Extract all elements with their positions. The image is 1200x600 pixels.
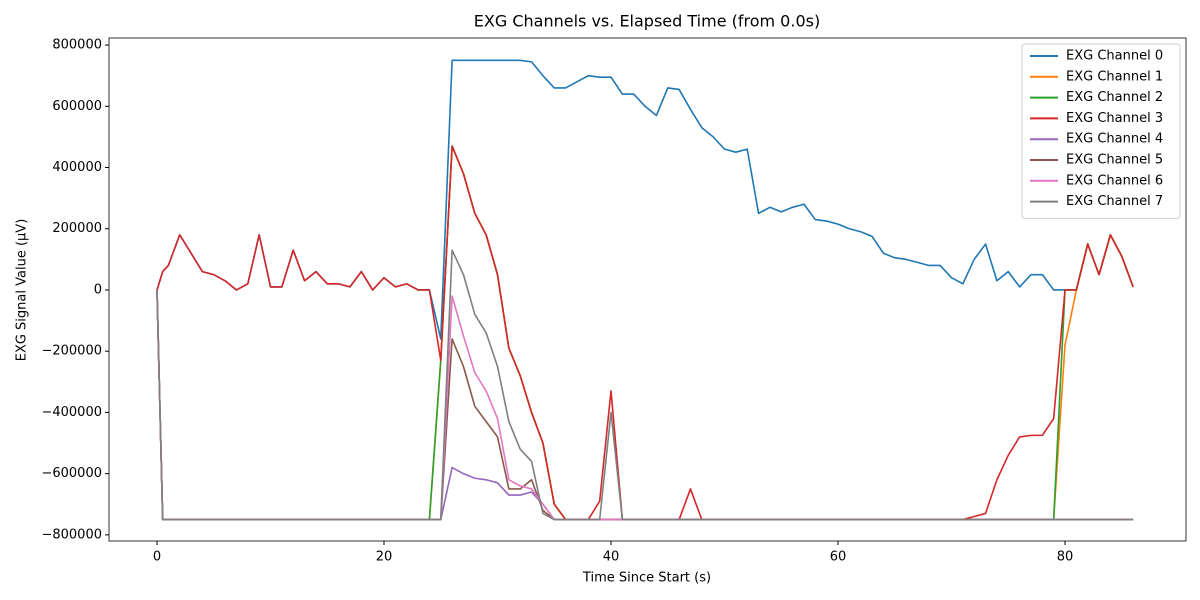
legend-label: EXG Channel 3 xyxy=(1066,111,1163,126)
y-tick-label: −400000 xyxy=(41,405,102,420)
y-tick-label: 400000 xyxy=(52,160,102,175)
x-tick-label: 80 xyxy=(1057,550,1074,565)
x-tick-label: 60 xyxy=(830,550,847,565)
legend-label: EXG Channel 1 xyxy=(1066,69,1163,84)
x-tick-label: 40 xyxy=(603,550,620,565)
plot-frame xyxy=(108,37,1187,542)
y-tick-label: −200000 xyxy=(41,344,102,359)
legend-box xyxy=(1021,43,1181,219)
y-tick-label: 0 xyxy=(94,282,102,297)
x-axis-label: Time Since Start (s) xyxy=(582,571,711,586)
y-tick-label: 200000 xyxy=(52,221,102,236)
y-tick-label: 800000 xyxy=(52,38,102,53)
legend-label: EXG Channel 5 xyxy=(1066,153,1163,168)
x-tick-label: 0 xyxy=(153,550,161,565)
chart-title: EXG Channels vs. Elapsed Time (from 0.0s… xyxy=(474,12,820,31)
y-tick-label: 600000 xyxy=(52,99,102,114)
y-axis-label: EXG Signal Value (µV) xyxy=(15,219,30,362)
y-tick-label: −600000 xyxy=(41,466,102,481)
y-tick-label: −800000 xyxy=(41,527,102,542)
plot-lines xyxy=(156,59,1134,521)
legend-label: EXG Channel 6 xyxy=(1066,173,1163,188)
series-line xyxy=(156,249,1134,521)
legend-label: EXG Channel 7 xyxy=(1066,194,1163,209)
x-tick-label: 20 xyxy=(376,550,393,565)
legend-label: EXG Channel 2 xyxy=(1066,90,1163,105)
legend-label: EXG Channel 4 xyxy=(1066,132,1163,147)
legend-label: EXG Channel 0 xyxy=(1066,49,1163,64)
